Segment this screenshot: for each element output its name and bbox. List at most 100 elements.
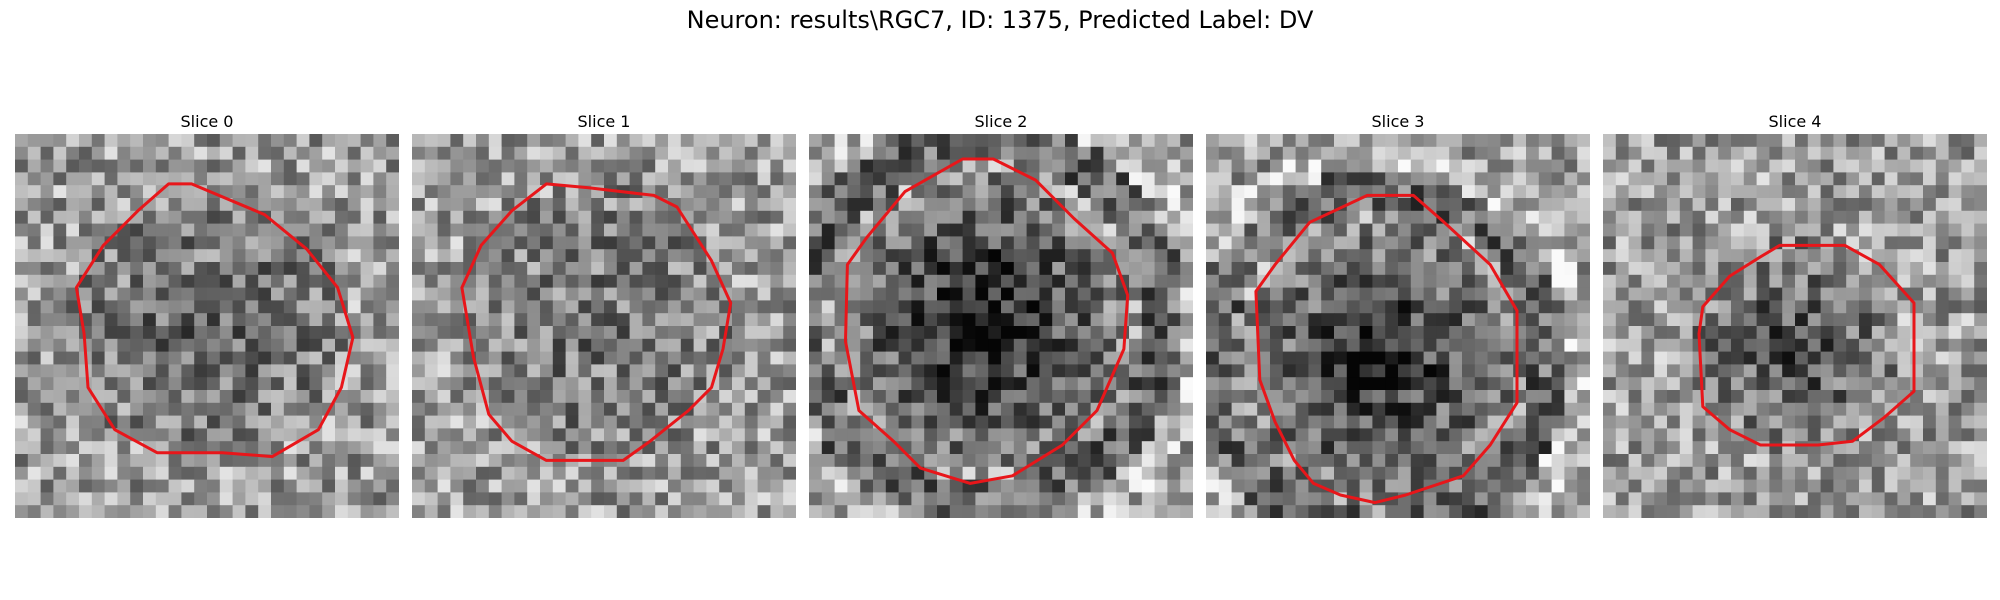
pixel [424, 159, 438, 173]
pixel [693, 466, 707, 480]
pixel [424, 249, 438, 263]
pixel [1065, 300, 1079, 314]
pixel [1346, 505, 1360, 518]
pixel [245, 390, 259, 404]
pixel [424, 338, 438, 352]
pixel [604, 390, 618, 404]
pixel [514, 364, 528, 378]
pixel [1039, 198, 1053, 212]
pixel [360, 134, 374, 148]
pixel [1334, 223, 1348, 237]
pixel [488, 236, 502, 250]
pixel [1654, 390, 1668, 404]
pixel [873, 377, 887, 391]
pixel [770, 146, 784, 160]
pixel [719, 198, 733, 212]
pixel [616, 428, 630, 442]
pixel [104, 377, 118, 391]
pixel [757, 313, 771, 327]
pixel [744, 377, 758, 391]
pixel [732, 223, 746, 237]
pixel [1359, 466, 1373, 480]
pixel [296, 223, 310, 237]
pixel [207, 300, 221, 314]
pixel [1436, 313, 1450, 327]
pixel [821, 428, 835, 442]
pixel [1026, 185, 1040, 199]
pixel [1436, 492, 1450, 506]
pixel [642, 415, 656, 429]
pixel [1667, 198, 1681, 212]
pixel [629, 134, 643, 148]
pixel [450, 236, 464, 250]
pixel [668, 364, 682, 378]
pixel [194, 428, 208, 442]
pixel [335, 134, 349, 148]
pixel [1718, 313, 1732, 327]
pixel [1564, 364, 1578, 378]
pixel [1385, 364, 1399, 378]
pixel [1551, 338, 1565, 352]
pixel [412, 402, 426, 416]
pixel [335, 338, 349, 352]
pixel [1244, 146, 1258, 160]
pixel [1321, 454, 1335, 468]
pixel [706, 326, 720, 340]
pixel [1244, 236, 1258, 250]
pixel [1282, 134, 1296, 148]
pixel [1154, 236, 1168, 250]
pixel [1820, 134, 1834, 148]
pixel [1001, 185, 1015, 199]
pixel [1603, 479, 1617, 493]
pixel [1628, 326, 1642, 340]
pixel [501, 262, 515, 276]
pixel [1090, 249, 1104, 263]
pixel [514, 338, 528, 352]
pixel [1705, 428, 1719, 442]
pixel [565, 441, 579, 455]
pixel [412, 326, 426, 340]
pixel [27, 441, 41, 455]
pixel [181, 402, 195, 416]
pixel [1935, 351, 1949, 365]
pixel [1462, 198, 1476, 212]
pixel [1910, 351, 1924, 365]
pixel [1897, 326, 1911, 340]
pixel [1910, 338, 1924, 352]
pixel [27, 390, 41, 404]
pixel [783, 198, 796, 212]
pixel [1436, 505, 1450, 518]
pixel [1154, 249, 1168, 263]
pixel [181, 492, 195, 506]
pixel [1295, 146, 1309, 160]
pixel [117, 415, 131, 429]
pixel [1077, 479, 1091, 493]
pixel [1270, 390, 1284, 404]
pixel [1180, 300, 1193, 314]
pixel [1065, 134, 1079, 148]
pixel [1679, 262, 1693, 276]
pixel [1871, 338, 1885, 352]
pixel [1180, 338, 1193, 352]
pixel [732, 351, 746, 365]
pixel [642, 300, 656, 314]
pixel [1372, 441, 1386, 455]
pixel [1833, 505, 1847, 518]
pixel [1871, 300, 1885, 314]
pixel [1141, 390, 1155, 404]
pixel [860, 146, 874, 160]
pixel [309, 479, 323, 493]
pixel [130, 364, 144, 378]
pixel [642, 364, 656, 378]
pixel [1871, 236, 1885, 250]
pixel [1526, 390, 1540, 404]
pixel [1756, 274, 1770, 288]
pixel [1385, 300, 1399, 314]
pixel [219, 402, 233, 416]
pixel [949, 390, 963, 404]
pixel [27, 185, 41, 199]
pixel [181, 134, 195, 148]
pixel [1923, 492, 1937, 506]
pixel [347, 236, 361, 250]
pixel [898, 287, 912, 301]
